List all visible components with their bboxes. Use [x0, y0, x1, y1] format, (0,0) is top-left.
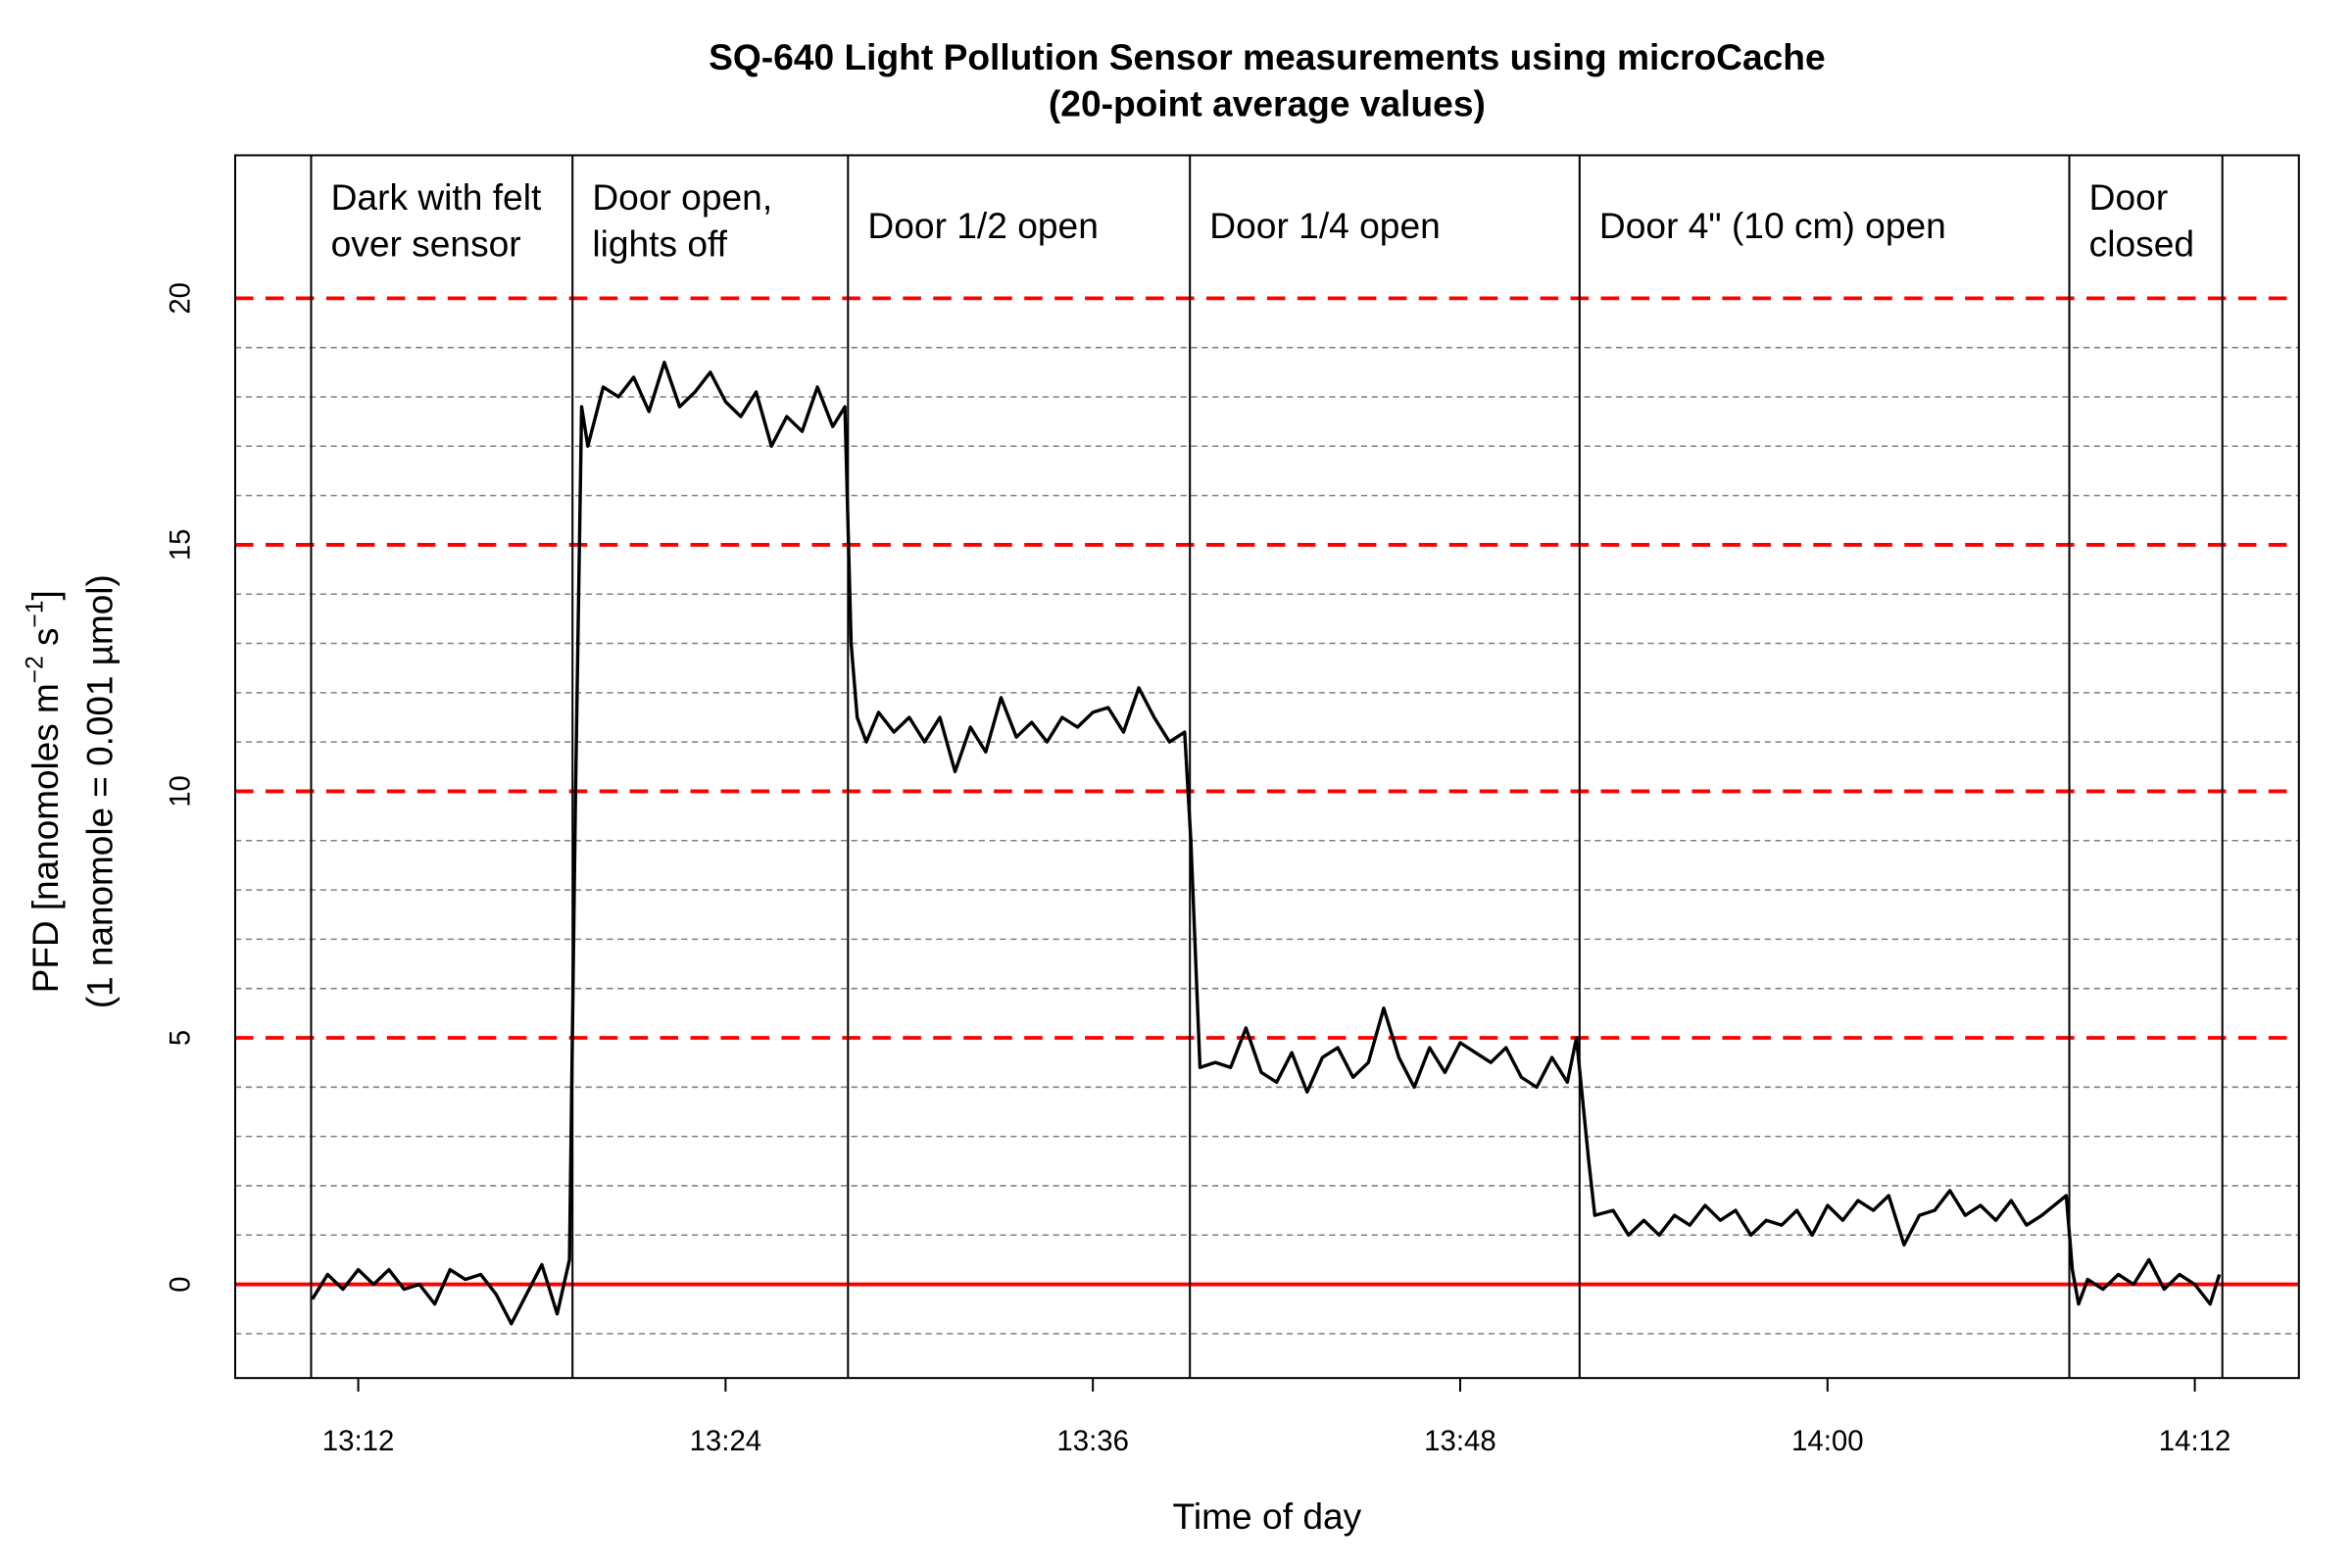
region-label: closed	[2089, 223, 2194, 265]
x-tick-label: 14:12	[2159, 1425, 2231, 1457]
region-label: Door 1/2 open	[867, 205, 1098, 246]
y-tick-label: 5	[164, 1030, 196, 1046]
grid	[235, 296, 2299, 1335]
regions: Dark with felt over sensor Door open, light…	[310, 155, 2224, 1379]
y-tick-label: 10	[164, 775, 196, 808]
y-tick-label: 20	[164, 282, 196, 315]
y-tick-label: 0	[164, 1276, 196, 1292]
x-tick-label: 14:00	[1791, 1425, 1864, 1457]
x-tick-label: 13:24	[690, 1425, 762, 1457]
region-label: Door 4" (10 cm) open	[1599, 205, 1946, 246]
region-label: over sensor	[331, 223, 521, 265]
region-label: lights off	[592, 223, 727, 265]
x-tick-label: 13:48	[1424, 1425, 1496, 1457]
y-axis-sublabel: (1 nanomole = 0.001 µmol)	[78, 574, 120, 1008]
series-line-pfd	[311, 361, 2222, 1326]
x-tick-label: 13:12	[322, 1425, 395, 1457]
region-label: Dark with felt	[331, 176, 542, 218]
chart-title: SQ-640 Light Pollution Sensor measuremen…	[709, 36, 1826, 77]
chart-subtitle: (20-point average values)	[1049, 83, 1486, 124]
x-axis: 13:12 13:24 13:36 13:48 14:00 14:12	[322, 1378, 2231, 1457]
y-tick-label: 15	[164, 529, 196, 562]
x-tick-label: 13:36	[1056, 1425, 1129, 1457]
plot-frame	[233, 154, 2300, 1380]
y-axis: 0 5 10 15 20	[164, 282, 196, 1293]
x-axis-label: Time of day	[1173, 1495, 1362, 1537]
y-axis-label: PFD [nanomoles m−2 s−1]	[22, 590, 66, 993]
region-label: Door	[2089, 176, 2169, 218]
region-label: Door open,	[592, 176, 772, 218]
region-label: Door 1/4 open	[1209, 205, 1440, 246]
